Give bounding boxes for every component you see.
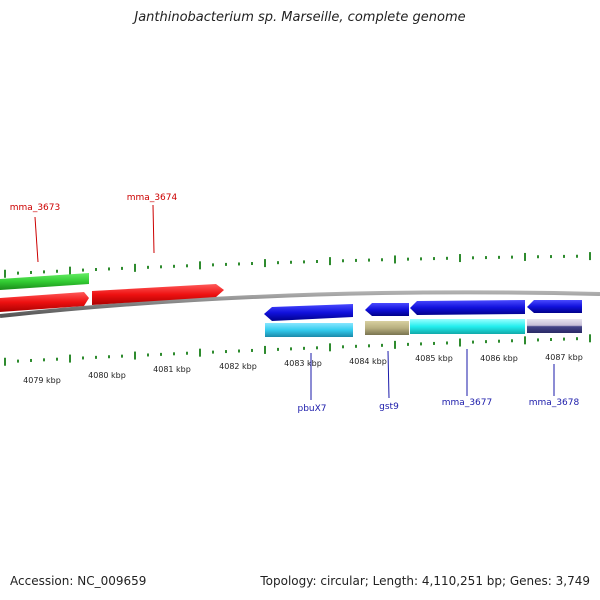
gene-block-pbux7[interactable] bbox=[265, 323, 353, 337]
gene-arrow-mma-3674[interactable] bbox=[92, 284, 224, 305]
gene-arrow-pbux7[interactable] bbox=[264, 304, 353, 321]
gene-arrow-mma-3677[interactable] bbox=[410, 300, 525, 315]
kbp-label: 4086 kbp bbox=[480, 354, 518, 363]
gene-label-pbux7[interactable]: pbuX7 bbox=[297, 404, 326, 414]
gene-label-gst9[interactable]: gst9 bbox=[379, 402, 399, 412]
accession-text: Accession: NC_009659 bbox=[10, 574, 147, 588]
gene-label-mma-3677[interactable]: mma_3677 bbox=[442, 398, 492, 408]
genome-backbone bbox=[0, 290, 600, 318]
gene-label-mma-3674[interactable]: mma_3674 bbox=[127, 193, 178, 203]
kbp-label: 4085 kbp bbox=[415, 354, 453, 363]
kbp-label: 4080 kbp bbox=[88, 371, 126, 380]
label-leader bbox=[387, 350, 390, 399]
gene-block-mma-3677[interactable] bbox=[410, 319, 525, 334]
genome-summary-text: Topology: circular; Length: 4,110,251 bp… bbox=[260, 574, 590, 588]
gene-arrow-mma-3678[interactable] bbox=[527, 300, 582, 313]
kbp-label: 4087 kbp bbox=[545, 353, 583, 362]
gene-block-mma-3678[interactable] bbox=[527, 319, 582, 333]
kbp-label: 4079 kbp bbox=[23, 376, 61, 385]
upper-ruler-ticks bbox=[4, 252, 591, 278]
gene-label-mma-3673[interactable]: mma_3673 bbox=[10, 203, 60, 213]
forward-gene-labels: mma_3673 mma_3674 bbox=[10, 193, 178, 263]
kbp-label: 4084 kbp bbox=[349, 357, 387, 366]
kbp-label: 4083 kbp bbox=[284, 359, 322, 368]
gene-arrow-red[interactable] bbox=[0, 292, 89, 312]
gene-arrow-gst9[interactable] bbox=[365, 303, 409, 316]
reverse-gene-labels: pbuX7 gst9 mma_3677 mma_3678 bbox=[297, 349, 579, 414]
map-title: Janthinobacterium sp. Marseille, complet… bbox=[134, 10, 466, 25]
reverse-strand-features bbox=[264, 300, 582, 337]
kbp-label: 4082 kbp bbox=[219, 362, 257, 371]
scale-labels: 4079 kbp 4080 kbp 4081 kbp 4082 kbp 4083… bbox=[23, 353, 583, 385]
label-leader bbox=[34, 216, 39, 263]
gene-block-gst9[interactable] bbox=[365, 321, 409, 335]
label-leader bbox=[152, 204, 155, 254]
kbp-label: 4081 kbp bbox=[153, 365, 191, 374]
forward-strand-features bbox=[0, 273, 224, 312]
gene-label-mma-3678[interactable]: mma_3678 bbox=[529, 398, 580, 408]
lower-ruler-ticks bbox=[4, 334, 591, 366]
gene-arrow-green[interactable] bbox=[0, 273, 89, 290]
